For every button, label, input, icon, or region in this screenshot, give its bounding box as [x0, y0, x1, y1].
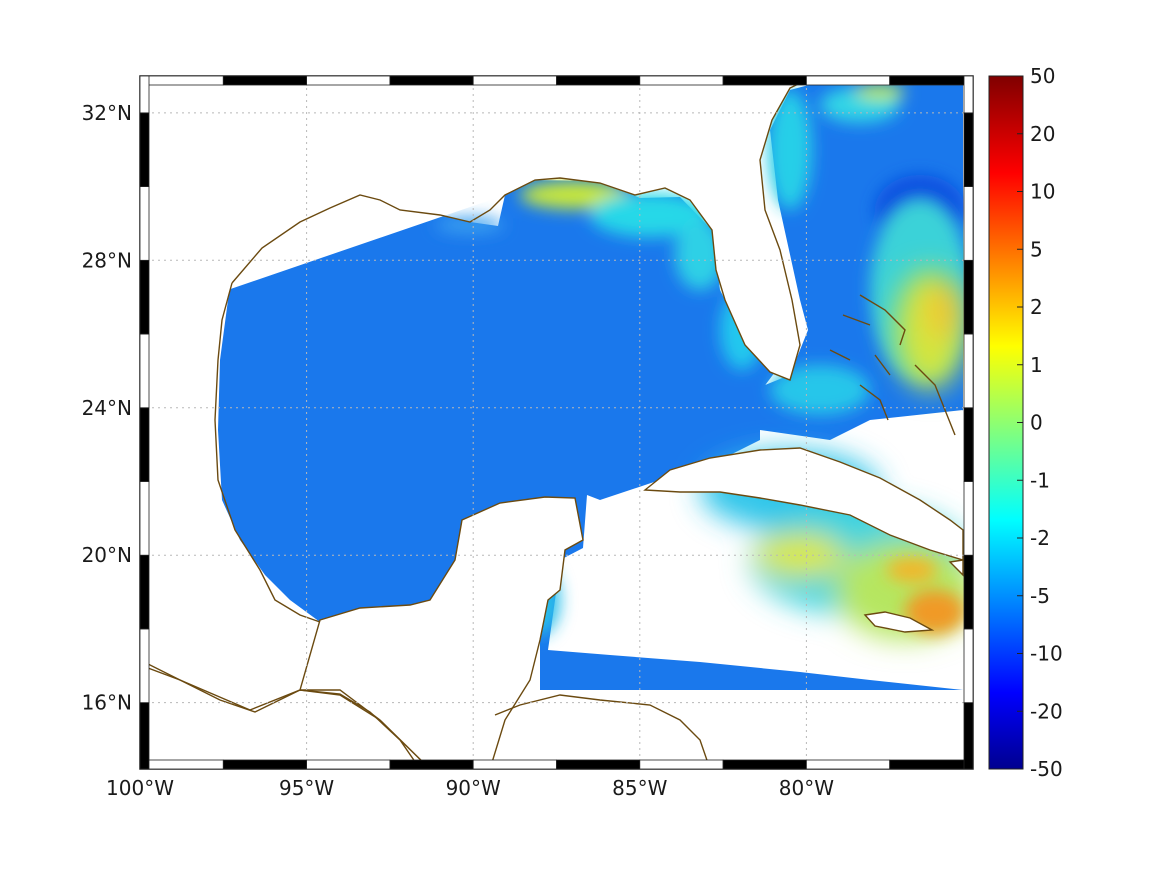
- frame-right-segment: [963, 628, 974, 704]
- colorbar-label: -20: [1030, 699, 1063, 723]
- longitude-label: 100°W: [106, 776, 174, 800]
- frame-bottom-segment: [472, 759, 557, 770]
- latitude-tick-labels: 32°N 28°N 24°N 20°N 16°N: [82, 101, 132, 715]
- frame-right-segment: [963, 259, 974, 335]
- frame-right-segment: [963, 333, 974, 409]
- frame-top-segment: [306, 75, 391, 86]
- hispaniola-land: [948, 559, 964, 577]
- colorbar-label: 1: [1030, 353, 1043, 377]
- longitude-label: 90°W: [446, 776, 501, 800]
- frame-bottom-segment: [389, 759, 474, 770]
- frame-top-segment: [556, 75, 641, 86]
- coastline-layer: [140, 76, 964, 769]
- longitude-label: 80°W: [779, 776, 834, 800]
- longitude-tick-labels: 100°W 95°W 90°W 85°W 80°W: [106, 776, 834, 800]
- frame-right-segment: [963, 75, 974, 114]
- frame-left-segment: [139, 554, 150, 630]
- data-field-layer: [140, 76, 973, 769]
- yucatan-land: [299, 496, 584, 769]
- frame-bottom-segment: [556, 759, 641, 770]
- frame-top-segment: [222, 75, 308, 86]
- frame-left-segment: [139, 702, 150, 770]
- frame-right-segment: [963, 702, 974, 770]
- mexico-inland-coast: [140, 664, 421, 769]
- cuba-land: [643, 447, 964, 561]
- colorbar-label: -10: [1030, 642, 1063, 666]
- colorbar-label: 2: [1030, 295, 1043, 319]
- frame-bottom-segment: [139, 759, 224, 770]
- colorbar-label: 5: [1030, 237, 1043, 261]
- mexico-west-coast: [214, 282, 321, 623]
- frame-left-segment: [139, 628, 150, 704]
- frame-bottom-segment: [806, 759, 891, 770]
- frame-top-segment: [889, 75, 974, 86]
- frame-left-segment: [139, 333, 150, 409]
- colorbar-label: -50: [1030, 757, 1063, 781]
- colorbar-label: 10: [1030, 180, 1055, 204]
- frame-top-segment: [139, 75, 224, 86]
- frame-left-segment: [139, 407, 150, 482]
- frame-top-segment: [806, 75, 891, 86]
- latitude-label: 16°N: [82, 691, 132, 715]
- florida-land: [140, 76, 815, 380]
- bahamas-islands: [829, 294, 956, 436]
- frame-right-segment: [963, 407, 974, 482]
- frame-left-segment: [139, 75, 150, 114]
- colorbar-label: -2: [1030, 526, 1050, 550]
- colorbar-label: 50: [1030, 64, 1055, 88]
- frame-bottom-segment: [639, 759, 724, 770]
- colorbar-label: -5: [1030, 584, 1050, 608]
- colorbar-label: -1: [1030, 468, 1050, 492]
- latitude-label: 24°N: [82, 396, 132, 420]
- frame-top-segment: [639, 75, 724, 86]
- frame-left-segment: [139, 186, 150, 261]
- frame-left-segment: [139, 112, 150, 187]
- longitude-label: 85°W: [612, 776, 667, 800]
- frame-right-segment: [963, 481, 974, 556]
- latitude-label: 28°N: [82, 248, 132, 272]
- frame-right-segment: [963, 112, 974, 187]
- frame-bottom-segment: [306, 759, 391, 770]
- frame-left-segment: [139, 481, 150, 556]
- frame-bottom-segment: [222, 759, 308, 770]
- grid-lines: [140, 76, 973, 769]
- central-america-coast: [494, 694, 711, 769]
- latitude-label: 20°N: [82, 543, 132, 567]
- gulf-field: [218, 82, 963, 690]
- jamaica-land: [863, 611, 935, 633]
- frame-left-segment: [139, 259, 150, 335]
- longitude-label: 95°W: [279, 776, 334, 800]
- florida-coast: [231, 76, 816, 381]
- frame-right-segment: [963, 554, 974, 630]
- frame-bottom-segment: [722, 759, 807, 770]
- colorbar-label: 0: [1030, 411, 1043, 435]
- map-frame-border: [139, 75, 974, 770]
- frame-top-segment: [472, 75, 557, 86]
- frame-top-segment: [722, 75, 807, 86]
- frame-top-segment: [389, 75, 474, 86]
- latitude-label: 32°N: [82, 101, 132, 125]
- frame-bottom-segment: [889, 759, 974, 770]
- mexico-central-america-land: [140, 659, 432, 769]
- colorbar-label: 20: [1030, 122, 1055, 146]
- frame-right-segment: [963, 186, 974, 261]
